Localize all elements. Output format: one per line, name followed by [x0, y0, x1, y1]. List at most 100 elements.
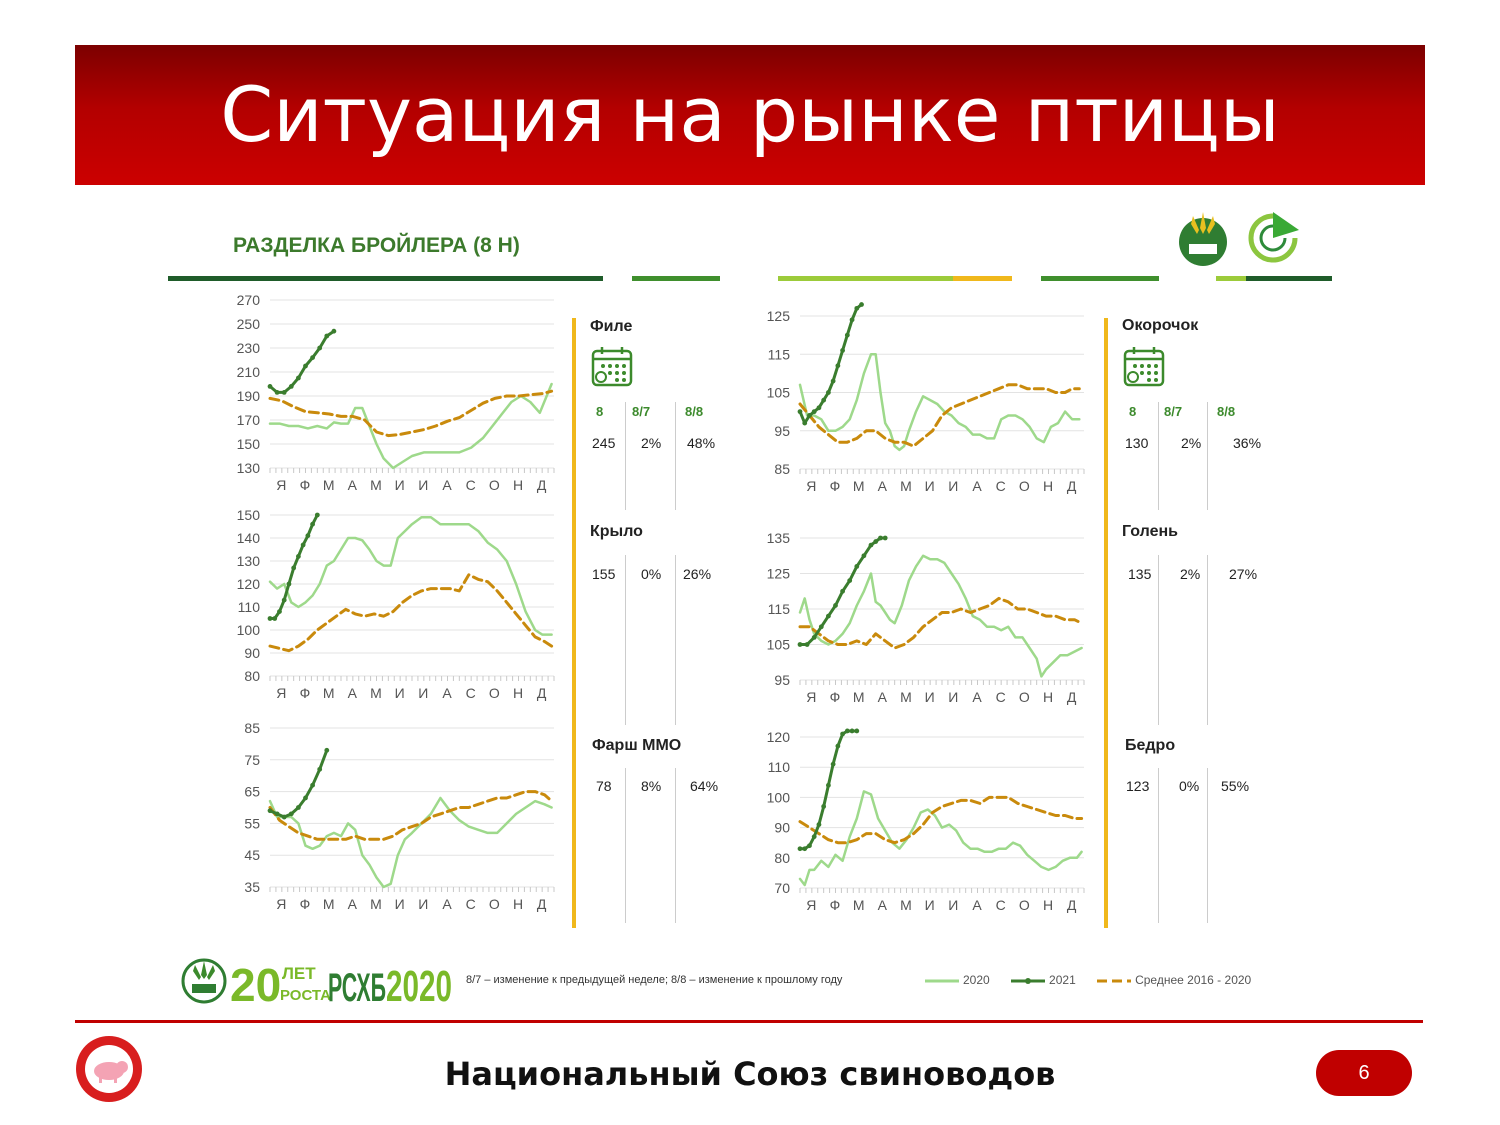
x-tick-label: И — [395, 685, 406, 701]
x-tick-label: А — [348, 896, 358, 912]
y-tick-label: 130 — [237, 460, 261, 476]
data-point-2021 — [844, 332, 850, 338]
y-tick-label: 125 — [767, 566, 791, 582]
data-point-2021 — [291, 565, 297, 571]
panel-title-krylo: Крыло — [590, 523, 643, 540]
divider-left — [572, 318, 576, 928]
y-tick-label: 115 — [768, 346, 791, 362]
page-number: 6 — [1316, 1050, 1412, 1096]
data-point-2021 — [281, 597, 287, 603]
stripe-dark — [168, 276, 603, 281]
separator — [675, 555, 676, 725]
y-tick-label: 120 — [767, 729, 791, 745]
x-tick-label: А — [442, 896, 452, 912]
data-point-2021 — [310, 355, 315, 360]
x-tick-label: О — [489, 477, 501, 493]
value-wow: 2% — [641, 435, 662, 451]
separator — [1158, 555, 1159, 725]
separator — [675, 402, 676, 510]
stripe-light-2 — [1216, 276, 1246, 281]
x-tick-label: Ф — [830, 897, 842, 913]
x-tick-label: И — [395, 477, 406, 493]
data-point-2021 — [286, 581, 292, 587]
legend-label-2020: 2020 — [963, 972, 990, 987]
x-tick-label: О — [1019, 897, 1031, 913]
value-wow: 8% — [641, 778, 662, 794]
legend: 2020 2021 Среднее 2016 - 2020 — [925, 972, 1269, 987]
data-point-2021 — [797, 409, 803, 415]
y-tick-label: 95 — [774, 672, 790, 688]
data-point-2021 — [267, 616, 273, 621]
separator — [675, 768, 676, 923]
series-average — [268, 389, 554, 438]
y-tick-label: 150 — [237, 436, 261, 452]
rshb-anniversary-logo: 20 ЛЕТ РОСТА РСХБ 2020 — [181, 958, 452, 1008]
x-tick-label: И — [418, 477, 429, 493]
series-average — [268, 790, 554, 841]
x-tick-label: О — [489, 896, 501, 912]
data-point-2021 — [317, 345, 323, 351]
data-point-2021 — [835, 363, 841, 369]
y-tick-label: 55 — [244, 815, 260, 831]
x-tick-label: А — [878, 478, 888, 494]
data-point-2021 — [811, 834, 817, 840]
data-point-2021 — [303, 363, 308, 369]
y-tick-label: 110 — [238, 599, 261, 615]
x-tick-label: И — [418, 685, 429, 701]
x-tick-label: И — [395, 896, 406, 912]
data-point-2021 — [274, 390, 280, 395]
data-point-2021 — [830, 378, 836, 384]
series-2020 — [798, 353, 1081, 452]
data-point-2021 — [804, 642, 810, 647]
x-tick-label: М — [900, 897, 913, 913]
data-point-2021 — [826, 782, 831, 788]
x-tick-label: И — [925, 897, 936, 913]
x-tick-label: Д — [1067, 478, 1077, 494]
x-tick-label: М — [900, 689, 913, 705]
anniversary-years: 20 — [230, 959, 281, 1008]
x-tick-label: М — [370, 896, 383, 912]
x-tick-label: А — [878, 689, 888, 705]
x-tick-label: Ф — [830, 689, 842, 705]
y-tick-label: 130 — [237, 553, 261, 569]
value-wow: 2% — [1181, 435, 1202, 451]
data-point-2021 — [854, 728, 860, 734]
x-tick-label: М — [370, 477, 383, 493]
col-header-yoy: 8/8 — [685, 404, 704, 419]
x-tick-label: М — [323, 685, 336, 701]
x-tick-label: И — [948, 689, 959, 705]
value-yoy: 26% — [683, 566, 712, 582]
x-tick-label: Ф — [830, 478, 842, 494]
series-average — [268, 573, 554, 653]
series-2021 — [798, 303, 863, 425]
series-average — [798, 596, 1084, 650]
value-wow: 0% — [1179, 778, 1200, 794]
data-point-2021 — [305, 533, 311, 539]
panel-title-bedro: Бедро — [1125, 737, 1176, 754]
x-tick-label: Ф — [300, 896, 312, 912]
value-wow: 0% — [641, 566, 662, 582]
data-point-2021 — [833, 603, 838, 608]
x-tick-label: Я — [806, 897, 817, 913]
y-tick-label: 85 — [244, 720, 260, 736]
y-tick-label: 150 — [237, 507, 261, 523]
series-2020 — [798, 790, 1083, 887]
divider-right — [1104, 318, 1108, 928]
x-tick-label: А — [348, 477, 358, 493]
value-price: 130 — [1125, 435, 1149, 451]
x-tick-label: А — [442, 685, 452, 701]
value-price: 245 — [592, 435, 616, 451]
data-point-2021 — [873, 539, 879, 544]
data-point-2021 — [317, 766, 323, 772]
x-tick-label: Д — [537, 896, 547, 912]
value-price: 123 — [1126, 778, 1150, 794]
value-price: 78 — [596, 778, 612, 794]
stripe-dark-2 — [1246, 276, 1332, 281]
x-tick-label: И — [925, 689, 936, 705]
footer-divider — [75, 1020, 1423, 1023]
data-point-2021 — [835, 743, 841, 749]
national-union-logo — [76, 1036, 142, 1102]
x-tick-label: М — [900, 478, 913, 494]
